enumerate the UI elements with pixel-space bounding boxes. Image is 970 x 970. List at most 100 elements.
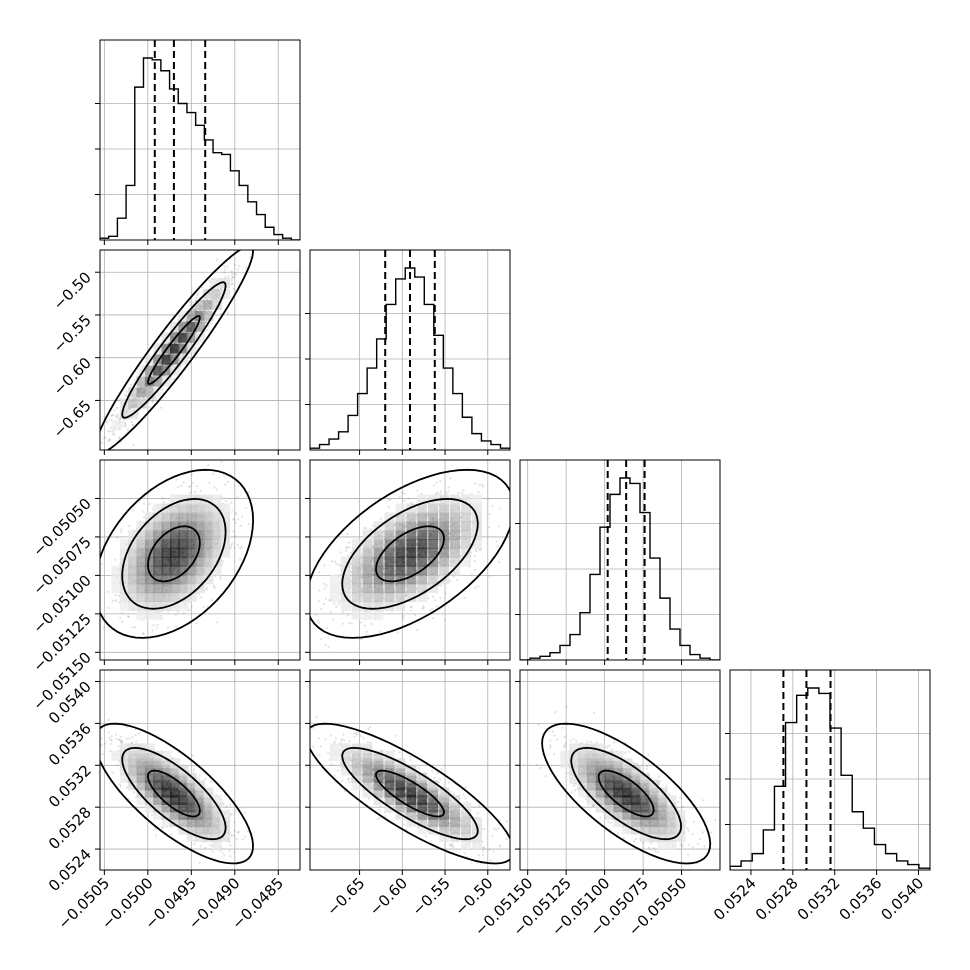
density-cell [136,538,147,549]
scatter-point [205,320,208,323]
scatter-point [191,482,194,485]
scatter-point [360,638,363,641]
scatter-point [389,498,392,501]
scatter-point [387,498,390,501]
scatter-point [232,518,235,521]
density-cell [450,521,461,532]
y-tick-label: −0.55 [50,311,95,356]
density-cell [395,547,406,558]
scatter-point [151,400,154,403]
density-cell [195,565,205,576]
scatter-point [190,605,193,608]
scatter-point [477,585,480,588]
scatter-point [463,597,466,600]
scatter-point [488,526,491,529]
scatter-point [481,483,484,486]
density-cell [161,574,172,585]
scatter-point [491,504,494,507]
scatter-point [188,608,191,611]
density-cell [211,299,222,310]
scatter-point [513,498,515,500]
scatter-point [233,272,236,275]
scatter-point [498,507,501,510]
density-cell [195,332,205,343]
density-cell [373,556,384,567]
density-cell [211,547,222,558]
scatter-point [488,513,491,516]
scatter-point [452,575,455,578]
scatter-point [108,438,112,442]
scatter-point [188,304,191,307]
scatter-point [208,336,211,339]
density-cell [384,583,395,594]
density-cell [362,547,373,558]
density-cell [170,538,180,549]
scatter-point [235,273,238,276]
scatter-point [122,421,125,424]
scatter-point [324,643,327,647]
scatter-point [131,741,134,744]
scatter-point [230,279,233,282]
scatter-point [230,543,233,547]
scatter-point [439,480,442,483]
scatter-point [318,589,321,592]
density-cell [373,547,384,558]
density-cell [461,556,472,567]
scatter-point [192,301,195,304]
scatter-point [231,509,234,512]
density-cell [461,494,472,505]
panel-frame [99,39,301,241]
scatter-point [430,607,434,611]
scatter-point [163,500,166,504]
density-cell [153,547,164,558]
density-cell [211,530,222,540]
scatter-point [156,624,159,627]
density-cell [128,530,139,540]
density-cell [395,512,406,523]
density-cell [362,609,373,620]
scatter-point [187,485,191,488]
density-cell [428,565,439,576]
density-cell [450,530,461,540]
density-cell [450,538,461,549]
scatter-point [322,602,325,606]
scatter-point [125,394,128,397]
scatter-point [100,563,103,566]
density-cell [161,521,172,532]
scatter-point [487,497,490,501]
scatter-point [347,621,351,625]
scatter-point [224,268,227,271]
scatter-point [470,492,473,496]
density-cell [144,583,155,594]
density-cell [153,600,164,611]
scatter-point [475,550,478,553]
density-cell [384,530,395,540]
density-cell [128,574,139,585]
scatter-point [189,485,192,488]
scatter-point [396,631,399,634]
scatter-point [247,491,250,494]
density-cell [406,538,417,549]
scatter-point [182,611,185,615]
density-cell [461,530,472,540]
density-cell [220,288,230,299]
scatter-point [188,301,191,304]
density-cell [195,547,205,558]
density-cell [144,600,155,611]
scatter-point [121,612,124,615]
panel-frame [309,459,511,661]
density-cell [373,600,384,611]
density-cell [351,574,362,585]
density-cell [128,538,139,549]
density-cell [373,592,384,602]
scatter-point [234,535,237,538]
scatter-point [194,490,197,494]
scatter-point [94,544,96,546]
contour-line [100,250,254,450]
density-cell [136,574,147,585]
histogram-panel-1 [95,39,301,245]
density-cell [461,547,472,558]
density-cell [450,565,461,576]
scatter-point [365,630,368,633]
